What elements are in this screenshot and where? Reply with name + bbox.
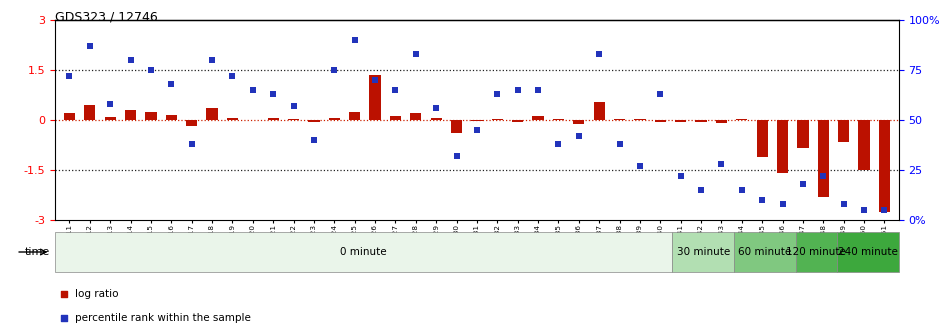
Bar bbox=[492, 119, 503, 120]
Point bbox=[56, 291, 71, 297]
Bar bbox=[349, 112, 360, 120]
Point bbox=[62, 74, 77, 79]
Point bbox=[469, 127, 484, 133]
Bar bbox=[838, 120, 849, 142]
Point bbox=[693, 187, 708, 193]
Bar bbox=[734, 232, 796, 272]
Point bbox=[490, 91, 505, 97]
Bar bbox=[85, 105, 95, 120]
Bar bbox=[573, 120, 585, 124]
Point bbox=[877, 207, 892, 213]
Point bbox=[592, 51, 607, 57]
Text: 60 minute: 60 minute bbox=[738, 247, 791, 257]
Point bbox=[347, 38, 362, 43]
Point bbox=[857, 207, 872, 213]
Bar bbox=[165, 115, 177, 120]
Bar bbox=[329, 119, 340, 120]
Point bbox=[611, 141, 627, 147]
Text: GDS323 / 12746: GDS323 / 12746 bbox=[55, 10, 158, 23]
Text: time: time bbox=[25, 247, 50, 257]
Bar bbox=[837, 232, 899, 272]
Point bbox=[265, 91, 281, 97]
Bar bbox=[512, 120, 523, 122]
Point bbox=[103, 101, 118, 107]
Point bbox=[56, 315, 71, 320]
Text: 120 minute: 120 minute bbox=[786, 247, 846, 257]
Point bbox=[449, 154, 464, 159]
Text: 30 minute: 30 minute bbox=[676, 247, 729, 257]
Bar bbox=[451, 120, 462, 133]
Point bbox=[306, 137, 321, 143]
Bar bbox=[777, 120, 788, 173]
Point bbox=[551, 141, 566, 147]
Text: 0 minute: 0 minute bbox=[340, 247, 387, 257]
Bar bbox=[654, 120, 666, 122]
Point bbox=[429, 106, 444, 111]
Bar bbox=[64, 113, 75, 120]
Point bbox=[714, 161, 729, 167]
Point bbox=[408, 51, 423, 57]
Bar bbox=[859, 120, 869, 170]
Bar bbox=[390, 116, 401, 120]
Bar bbox=[431, 119, 442, 120]
Bar bbox=[675, 120, 687, 122]
Point bbox=[754, 198, 769, 203]
Bar bbox=[308, 120, 320, 122]
Point bbox=[775, 201, 790, 207]
Bar bbox=[533, 116, 544, 120]
Bar bbox=[879, 120, 890, 212]
Point bbox=[632, 163, 648, 169]
Bar bbox=[267, 118, 279, 120]
Point bbox=[388, 87, 403, 93]
Bar bbox=[146, 112, 157, 120]
Point bbox=[816, 173, 831, 179]
Point bbox=[531, 87, 546, 93]
Point bbox=[327, 68, 342, 73]
Bar bbox=[818, 120, 829, 197]
Point bbox=[652, 91, 668, 97]
Bar bbox=[369, 75, 380, 120]
Bar bbox=[206, 109, 218, 120]
Bar bbox=[672, 232, 734, 272]
Point bbox=[144, 68, 159, 73]
Point bbox=[204, 57, 220, 63]
Bar bbox=[472, 120, 482, 121]
Point bbox=[224, 74, 240, 79]
Bar bbox=[55, 232, 672, 272]
Point bbox=[367, 78, 382, 83]
Point bbox=[164, 81, 179, 87]
Bar bbox=[593, 102, 605, 120]
Text: log ratio: log ratio bbox=[74, 289, 118, 299]
Bar bbox=[186, 120, 197, 126]
Text: percentile rank within the sample: percentile rank within the sample bbox=[74, 312, 250, 323]
Point bbox=[572, 133, 587, 139]
Point bbox=[836, 201, 851, 207]
Point bbox=[734, 187, 749, 193]
Bar bbox=[125, 110, 136, 120]
Point bbox=[795, 181, 810, 187]
Point bbox=[123, 57, 138, 63]
Point bbox=[673, 173, 689, 179]
Bar bbox=[797, 120, 808, 149]
Point bbox=[510, 87, 525, 93]
Bar bbox=[796, 232, 837, 272]
Bar bbox=[757, 120, 767, 157]
Bar bbox=[410, 114, 421, 120]
Bar bbox=[695, 120, 707, 122]
Point bbox=[245, 87, 261, 93]
Text: 240 minute: 240 minute bbox=[838, 247, 898, 257]
Bar bbox=[227, 119, 238, 120]
Point bbox=[286, 103, 301, 109]
Bar bbox=[105, 117, 116, 120]
Point bbox=[184, 141, 200, 147]
Point bbox=[82, 43, 97, 49]
Bar bbox=[716, 120, 727, 123]
